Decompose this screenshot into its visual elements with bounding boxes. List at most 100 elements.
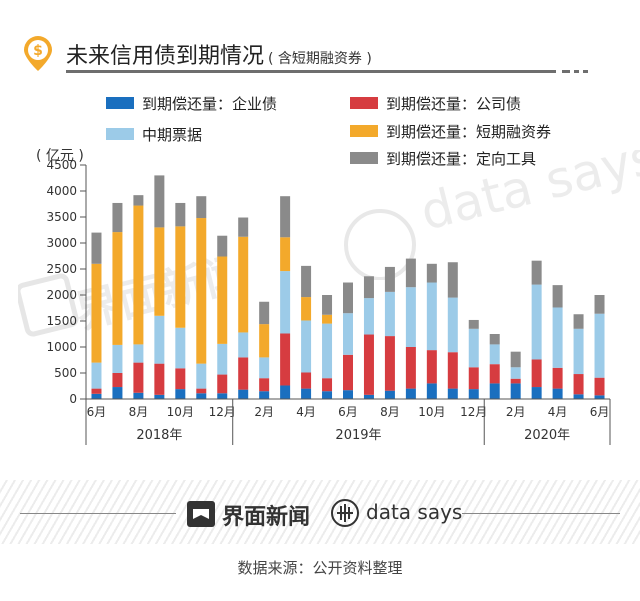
bar-segment: [280, 385, 291, 399]
bar-segment: [552, 285, 563, 308]
bar-segment: [301, 388, 312, 399]
bar-segment: [280, 196, 291, 238]
bar-segment: [594, 295, 605, 314]
y-tick-label: 1500: [46, 314, 77, 328]
bar-segment: [301, 320, 312, 373]
bar-segment: [280, 271, 291, 334]
bar-segment: [91, 232, 102, 264]
bar-segment: [384, 336, 395, 391]
y-tick-label: 4500: [46, 158, 77, 172]
x-tick-label: 10月: [167, 405, 194, 419]
bar-segment: [301, 372, 312, 389]
bar-segment: [196, 393, 207, 399]
bar-segment: [238, 236, 249, 333]
jiemian-logo-icon: [187, 501, 215, 527]
data-source: 数据来源：公开资料整理: [237, 559, 403, 577]
bar-segment: [175, 389, 186, 399]
bar-segment: [112, 232, 123, 345]
bar-segment: [259, 324, 270, 358]
bar-segment: [280, 237, 291, 272]
bar-segment: [363, 276, 374, 299]
x-tick-label: 6月: [338, 405, 358, 419]
bar-segment: [384, 291, 395, 337]
legend-item-directional-tools: 到期偿还量：定向工具: [350, 148, 536, 169]
bar-segment: [531, 359, 542, 388]
bar-segment: [510, 383, 521, 399]
bar-segment: [363, 298, 374, 335]
bar-segment: [531, 260, 542, 285]
legend-swatch: [106, 96, 134, 109]
bar-segment: [238, 357, 249, 390]
x-tick-label: 4月: [296, 405, 316, 419]
legend-label: 中期票据: [142, 126, 203, 144]
dollar-badge-icon: $: [24, 36, 52, 71]
brand-name-cn: 界面新闻: [222, 505, 311, 530]
bar-segment: [175, 327, 186, 369]
x-tick-label: 2月: [506, 405, 526, 419]
x-tick-label: 8月: [129, 405, 149, 419]
bar-segment: [112, 202, 123, 233]
y-tick-label: 2000: [46, 288, 77, 302]
title-subtitle: ( 含短期融资券 ): [268, 51, 372, 67]
bar-segment: [510, 367, 521, 379]
bar-segment: [552, 388, 563, 399]
bar-segment: [343, 390, 353, 399]
legend-label: 到期偿还量：定向工具: [386, 150, 537, 168]
bar-segment: [217, 256, 228, 344]
bar-segment: [196, 363, 207, 389]
y-unit-label: ( 亿元 ): [36, 148, 84, 164]
bar-segment: [259, 378, 270, 392]
brand-row: 界面新闻 data says: [0, 494, 640, 534]
legend-swatch: [350, 151, 378, 164]
year-label: 2019年: [335, 428, 381, 443]
bar-segment: [259, 301, 270, 325]
bar-segment: [468, 367, 479, 390]
bar-segment: [552, 307, 563, 368]
bar-segment: [91, 393, 102, 399]
bar-segment: [447, 352, 458, 389]
legend-item-enterprise-bond: 到期偿还量：企业债: [106, 93, 277, 114]
bar-segment: [175, 202, 186, 227]
footer-stripes: [0, 480, 640, 544]
bar-segment: [426, 383, 437, 399]
bar-segment: [196, 218, 207, 364]
y-tick-label: 500: [54, 366, 77, 380]
bar-segment: [510, 351, 521, 368]
bar-segment: [301, 265, 312, 298]
x-tick-label: 2月: [254, 405, 274, 419]
badge-symbol: $: [33, 43, 43, 59]
legend-item-short-term-financing: 到期偿还量：短期融资券: [350, 121, 551, 142]
bar-segment: [363, 394, 374, 399]
bar-segment: [238, 332, 249, 358]
bar-segment: [259, 357, 270, 379]
bar-segment: [489, 334, 500, 345]
bar-segment: [573, 328, 584, 375]
bar-segment: [468, 328, 479, 368]
title-rule-dash: [562, 70, 570, 73]
bar-segment: [91, 263, 102, 363]
bar-segment: [133, 362, 144, 393]
x-tick-label: 8月: [380, 405, 400, 419]
year-label: 2020年: [524, 428, 570, 443]
bar-segment: [112, 344, 123, 373]
bar-segment: [217, 393, 228, 399]
bar-segment: [112, 387, 123, 399]
legend-swatch: [106, 127, 134, 140]
bar-segment: [322, 295, 333, 315]
bar-chart: 0 500 1000 1500 2000 2500 3000 3500 4000 4500 6月 8月…: [46, 158, 611, 445]
bar-segment: [154, 315, 165, 364]
bar-segment: [238, 217, 249, 237]
legend-swatch: [350, 96, 378, 109]
bar-segment: [112, 373, 123, 388]
x-tick-label: 6月: [590, 405, 610, 419]
y-tick-label: 0: [69, 392, 77, 406]
bar-segment: [133, 195, 144, 206]
bar-segment: [447, 388, 458, 399]
bar-segment: [489, 344, 500, 365]
y-tick-label: 3500: [46, 210, 77, 224]
bar-segment: [154, 363, 165, 395]
bar-segment: [343, 313, 353, 355]
y-tick-label: 3000: [46, 236, 77, 250]
data-says-logo-icon: [331, 499, 359, 527]
bar-segment: [238, 389, 249, 399]
